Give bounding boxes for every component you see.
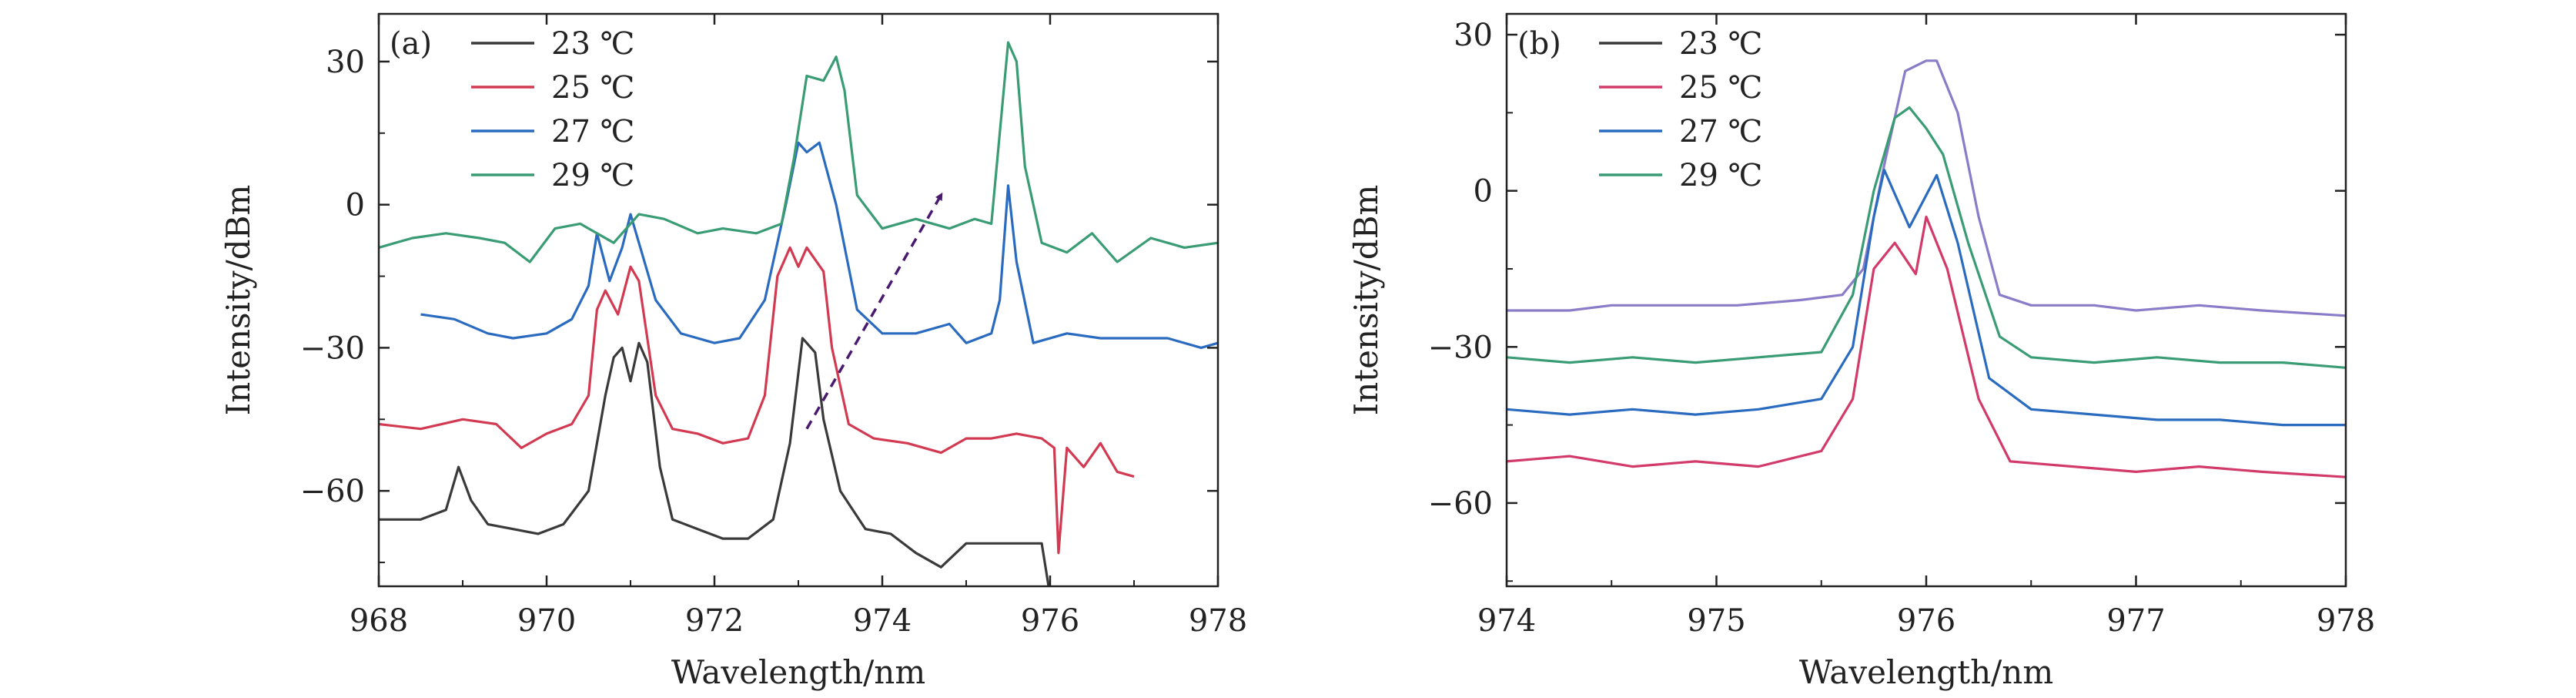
chart0-legend-label: 23 ℃ [551,26,634,62]
chart0-x-tick-label: 972 [685,603,744,639]
chart1-series-1-line [1507,59,2346,317]
chart0-legend-label: 29 ℃ [551,158,634,193]
chart1-legend-label: 27 ℃ [1679,114,1762,149]
chart0-y-axis-title: Intensity/dBm [219,185,257,416]
chart0-legend-label: 27 ℃ [551,114,634,149]
chart1-series-2-line [1507,215,2346,478]
chart0-series-1-line [379,337,1050,586]
chart0-x-tick-label: 970 [517,603,576,639]
chart0-shift-arrow [805,192,943,430]
chart0-x-tick-label: 978 [1189,603,1247,639]
chart0-x-tick-label: 968 [350,603,408,639]
chart1-y-tick-label: −60 [1428,486,1493,522]
chart1-legend-label: 25 ℃ [1679,70,1762,106]
chart1-series-4-line [1507,106,2346,369]
chart1-x-tick-label: 974 [1477,603,1536,639]
chart0-panel-label: (a) [390,26,432,62]
chart0-x-tick-label: 976 [1021,603,1079,639]
chart0-x-axis-title: Wavelength/nm [671,653,925,691]
chart1-x-axis-title: Wavelength/nm [1799,653,2053,691]
chart1-y-tick-label: 30 [1454,18,1493,53]
chart1-legend-label: 23 ℃ [1679,26,1762,62]
chart1-x-tick-label: 976 [1897,603,1955,639]
chart1-y-tick-label: 0 [1474,174,1493,210]
chart0-series-4-line [379,41,1218,263]
chart0-x-tick-label: 974 [853,603,912,639]
panel-a-chart: 968 970 972 974 976 978 30 0 −30 −60 Wavelength/nm… [219,12,1247,691]
chart1-legend-label: 29 ℃ [1679,158,1762,193]
chart0-series-3-line [420,141,1218,349]
chart1-panel-label: (b) [1517,26,1561,62]
chart1-y-axis-title: Intensity/dBm [1347,185,1385,416]
chart0-y-tick-label: −60 [300,474,365,509]
chart0-y-tick-label: 30 [326,45,365,80]
chart0-series-2-line [379,246,1135,555]
panel-b-chart: 974 975 976 977 978 30 0 −30 −60 Wavelength/nm Int… [1347,12,2375,691]
chart0-y-tick-label: −30 [300,331,365,366]
chart0-legend-label: 25 ℃ [551,70,634,106]
chart1-series-3-line [1507,169,2346,427]
chart1-y-tick-label: −30 [1428,330,1493,365]
chart1-plot-frame [1505,12,2347,588]
chart1-x-tick-label: 977 [2106,603,2165,639]
chart1-x-tick-label: 978 [2317,603,2375,639]
chart1-x-tick-label: 975 [1687,603,1745,639]
chart0-y-tick-label: 0 [346,188,365,223]
chart0-plot-frame [377,12,1219,588]
